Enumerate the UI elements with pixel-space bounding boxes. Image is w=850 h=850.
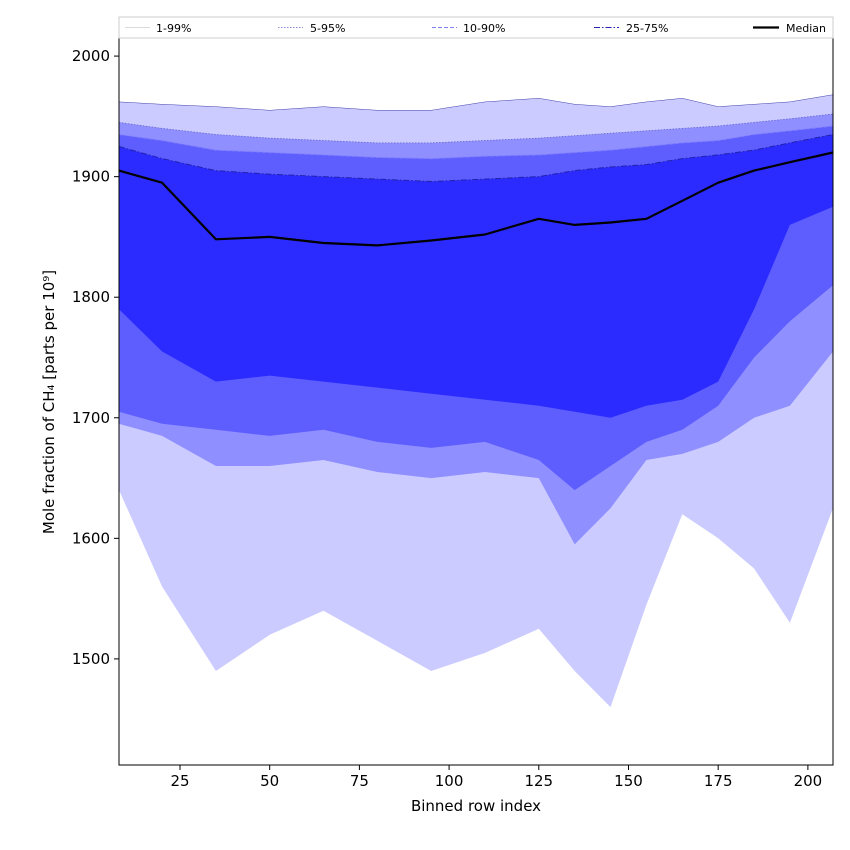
y-tick-label: 2000	[72, 47, 110, 65]
legend-label-10-90: 10-90%	[463, 22, 505, 35]
y-axis: 1500 1600 1700 1800 1900 2000	[72, 47, 119, 668]
legend-label-25-75: 25-75%	[626, 22, 668, 35]
line-p90	[118, 125, 834, 160]
y-tick-label: 1700	[72, 409, 110, 427]
y-tick-label: 1900	[72, 168, 110, 186]
percentile-bands	[119, 94, 833, 708]
legend-label-median: Median	[786, 22, 826, 35]
x-axis: 25 50 75 100 125 150 175 200	[170, 765, 822, 790]
line-p95	[118, 113, 834, 144]
legend-label-1-99: 1-99%	[156, 22, 191, 35]
legend-label-5-95: 5-95%	[310, 22, 345, 35]
y-axis-title: Mole fraction of CH₄ [parts per 10⁹]	[40, 270, 58, 534]
y-tick-label: 1800	[72, 288, 110, 306]
x-tick-label: 175	[704, 772, 733, 790]
legend-box	[118, 16, 834, 39]
x-tick-label: 50	[260, 772, 279, 790]
x-tick-label: 100	[435, 772, 464, 790]
line-p75	[118, 134, 834, 183]
x-tick-label: 150	[614, 772, 643, 790]
x-axis-title: Binned row index	[411, 797, 541, 815]
x-tick-label: 125	[524, 772, 553, 790]
legend: 1-99% 5-95% 10-90% 25-75% Median	[118, 16, 834, 39]
line-p99	[118, 94, 834, 111]
y-tick-label: 1500	[72, 650, 110, 668]
band-25-75	[119, 134, 833, 418]
x-tick-label: 75	[350, 772, 369, 790]
x-tick-label: 25	[170, 772, 189, 790]
x-tick-label: 200	[794, 772, 823, 790]
median-line	[118, 151, 834, 247]
percentile-lines	[118, 94, 834, 247]
y-tick-label: 1600	[72, 529, 110, 547]
